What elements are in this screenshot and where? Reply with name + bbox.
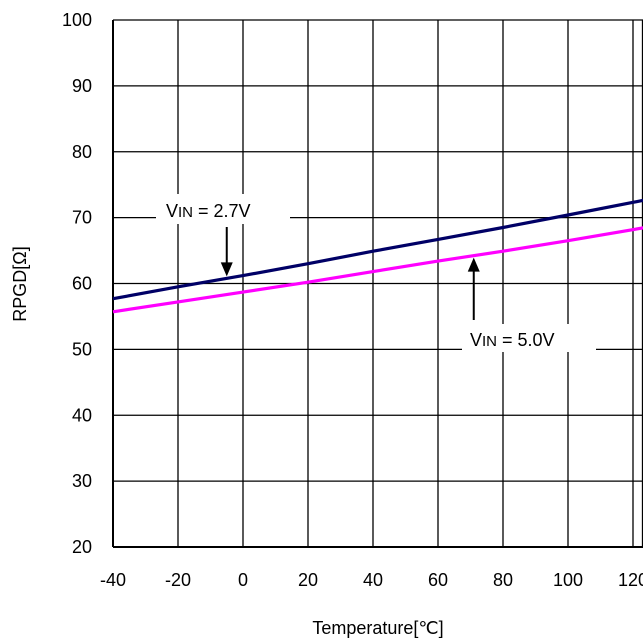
x-axis-title: Temperature[℃]: [312, 618, 443, 638]
annotation-box-vin-5.0v: [462, 324, 596, 352]
y-tick-label: 50: [72, 339, 92, 359]
y-axis-title: RPGD[Ω]: [10, 246, 30, 321]
x-tick-label: 40: [363, 570, 383, 590]
y-tick-label: 80: [72, 142, 92, 162]
annotation-label-vin-2.7v: VIN = 2.7V: [166, 201, 251, 221]
annotations: VIN = 2.7V VIN = 5.0V: [156, 194, 596, 352]
x-tick-label: 20: [298, 570, 318, 590]
annotation-box-vin-2.7v: [156, 194, 290, 224]
series-line-vin-5.0v: [112, 226, 643, 314]
y-tick-label: 70: [72, 208, 92, 228]
x-tick-label: 0: [238, 570, 248, 590]
annotation-arrow-vin-2.7v-head: [220, 262, 233, 277]
x-tick-label: 60: [428, 570, 448, 590]
y-tick-label: 20: [72, 537, 92, 557]
x-tick-label: -40: [100, 570, 126, 590]
series-lines: [112, 198, 643, 314]
x-tick-label: 80: [493, 570, 513, 590]
y-tick-label: 60: [72, 274, 92, 294]
tick-labels: -40 -20 0 20 40 60 80 100 120 20 30 40 50 60 70 80 90 100: [62, 10, 643, 590]
y-tick-label: 100: [62, 10, 92, 30]
annotation-arrow-vin-5.0v-head: [467, 257, 480, 272]
y-tick-label: 90: [72, 76, 92, 96]
annotation-label-vin-5.0v: VIN = 5.0V: [470, 330, 555, 350]
x-tick-label: 100: [553, 570, 583, 590]
series-line-vin-2.7v: [112, 198, 643, 301]
y-tick-label: 30: [72, 471, 92, 491]
x-tick-label: -20: [165, 570, 191, 590]
x-tick-label: 120: [618, 570, 643, 590]
y-tick-label: 40: [72, 405, 92, 425]
